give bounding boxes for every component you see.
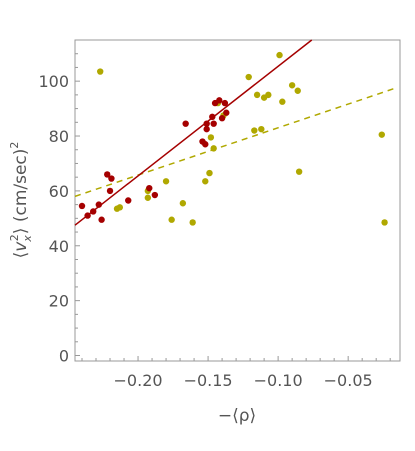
data-point-series-1 xyxy=(245,73,252,81)
data-point-series-1 xyxy=(276,51,283,59)
plot-frame xyxy=(74,39,401,362)
data-point-series-1 xyxy=(189,219,196,226)
data-point-series-1 xyxy=(144,194,152,201)
data-point-series-1 xyxy=(258,125,265,133)
data-point-series-2 xyxy=(221,99,229,107)
x-tick-label: −0.05 xyxy=(324,371,373,390)
data-point-series-1 xyxy=(251,127,258,134)
data-point-series-2 xyxy=(95,201,103,208)
y-label-unit-sup: 2 xyxy=(8,142,21,149)
data-point-series-1 xyxy=(210,145,217,152)
data-point-series-1 xyxy=(279,98,286,105)
y-label-var: v xyxy=(11,241,31,252)
data-point-series-1 xyxy=(179,200,187,207)
data-point-series-1 xyxy=(294,87,301,94)
data-point-series-1 xyxy=(97,68,104,75)
data-point-series-1 xyxy=(168,216,175,223)
data-point-series-1 xyxy=(162,178,170,185)
data-point-series-1 xyxy=(288,82,296,89)
data-point-series-2 xyxy=(218,114,226,122)
data-point-series-2 xyxy=(210,120,217,127)
data-point-series-2 xyxy=(209,113,216,121)
data-point-series-2 xyxy=(125,197,132,204)
y-axis-label: ⟨vx2⟩ (cm/sec)2 xyxy=(8,142,34,259)
data-point-series-2 xyxy=(223,109,230,116)
data-point-series-2 xyxy=(202,141,209,148)
fit-line-dashed xyxy=(74,87,397,198)
y-tick-label: 80 xyxy=(49,127,69,146)
y-tick-label: 0 xyxy=(59,347,69,366)
data-point-series-2 xyxy=(108,175,115,182)
data-point-series-1 xyxy=(253,91,261,99)
data-point-series-2 xyxy=(151,191,159,199)
data-point-series-2 xyxy=(106,187,114,195)
data-point-series-2 xyxy=(203,120,210,127)
data-point-series-1 xyxy=(378,131,385,138)
data-point-series-2 xyxy=(98,216,105,223)
y-axis-ticks: 0 20 40 60 80 100 xyxy=(38,39,80,366)
data-point-series-1 xyxy=(116,204,124,211)
fit-line-solid xyxy=(74,39,313,226)
y-label-sup: 2 xyxy=(8,234,21,241)
y-tick-label: 20 xyxy=(49,292,69,311)
x-tick-label: −0.15 xyxy=(184,371,233,390)
y-tick-label: 100 xyxy=(38,72,69,91)
data-point-series-2 xyxy=(84,212,91,219)
x-tick-label: −0.20 xyxy=(114,371,163,390)
data-point-series-2 xyxy=(104,171,111,178)
data-point-series-1 xyxy=(265,91,272,99)
data-point-series-2 xyxy=(90,208,97,215)
data-point-series-2 xyxy=(146,184,153,192)
data-point-series-1 xyxy=(381,219,388,226)
data-point-series-1 xyxy=(202,178,209,185)
y-label-close: ⟩ (cm/sec) xyxy=(11,149,31,235)
data-point-series-2 xyxy=(203,125,210,133)
y-tick-label: 60 xyxy=(49,182,69,201)
x-axis-ticks: −0.20 −0.15 −0.10 −0.05 xyxy=(81,356,391,390)
data-point-series-2 xyxy=(216,97,223,104)
fit-lines xyxy=(74,39,397,226)
data-point-series-2 xyxy=(182,120,189,127)
data-point-series-1 xyxy=(206,169,213,177)
y-tick-label: 40 xyxy=(49,237,69,256)
y-label-open: ⟨ xyxy=(11,252,31,259)
data-point-series-1 xyxy=(207,134,215,141)
data-point-series-2 xyxy=(78,202,86,210)
x-axis-label: −⟨ρ⟩ xyxy=(218,406,256,426)
x-tick-label: −0.10 xyxy=(254,371,303,390)
data-point-series-1 xyxy=(295,168,303,175)
y-label-sub: x xyxy=(21,235,34,243)
data-points xyxy=(78,51,388,226)
